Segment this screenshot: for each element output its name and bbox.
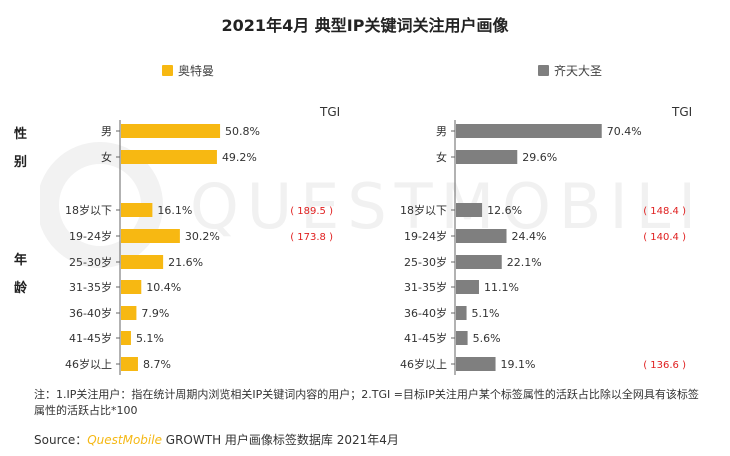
category-label: 19-24岁 <box>69 229 112 243</box>
value-label: 50.8% <box>225 125 260 138</box>
legend-left: 奥特曼 <box>162 62 214 79</box>
tgi-label: ( 148.4 ) <box>643 206 686 217</box>
value-label: 70.4% <box>607 125 642 138</box>
footnote: 注：1.IP关注用户：指在统计周期内浏览相关IP关键词内容的用户；2.TGI =… <box>34 388 699 417</box>
tgi-label: ( 140.4 ) <box>643 232 686 243</box>
value-label: 16.1% <box>157 204 192 217</box>
category-label: 25-30岁 <box>69 255 112 269</box>
value-label: 12.6% <box>487 204 522 217</box>
bar <box>456 357 496 371</box>
source-brand: QuestMobile <box>87 433 162 447</box>
chart-title: 2021年4月 典型IP关键词关注用户画像 <box>221 16 509 35</box>
category-label: 36-40岁 <box>404 306 447 320</box>
value-label: 24.4% <box>512 230 547 243</box>
category-label: 女 <box>101 150 112 164</box>
tgi-header-left: TGI <box>320 105 341 119</box>
bar <box>456 255 502 269</box>
bar <box>121 150 217 164</box>
tgi-label: ( 189.5 ) <box>290 206 333 217</box>
value-label: 7.9% <box>141 307 169 320</box>
category-label: 41-45岁 <box>404 331 447 345</box>
category-label: 31-35岁 <box>69 280 112 294</box>
bar <box>121 229 180 243</box>
value-label: 22.1% <box>507 256 542 269</box>
value-label: 11.1% <box>484 281 519 294</box>
category-label: 18岁以下 <box>400 203 447 217</box>
bar <box>121 203 153 217</box>
tgi-header-right: TGI <box>672 105 693 119</box>
category-label: 25-30岁 <box>404 255 447 269</box>
category-label: 男 <box>436 125 447 138</box>
bar <box>121 331 131 345</box>
legend-right: 齐天大圣 <box>538 62 602 79</box>
category-label: 19-24岁 <box>404 229 447 243</box>
tgi-label: ( 136.6 ) <box>643 360 686 371</box>
source-rest: GROWTH 用户画像标签数据库 2021年4月 <box>161 433 399 447</box>
value-label: 5.1% <box>472 307 500 320</box>
category-label: 31-35岁 <box>404 280 447 294</box>
category-label: 36-40岁 <box>69 306 112 320</box>
category-label: 18岁以下 <box>65 203 112 217</box>
bar <box>456 306 467 320</box>
source-line: Source：QuestMobile GROWTH 用户画像标签数据库 2021… <box>34 431 399 448</box>
value-label: 5.1% <box>136 332 164 345</box>
group-label-gender-1: 性 <box>14 127 28 142</box>
bar <box>456 331 468 345</box>
value-label: 10.4% <box>146 281 181 294</box>
group-label-age-1: 年 <box>14 253 28 268</box>
legend-swatch-left <box>162 65 173 76</box>
value-label: 29.6% <box>522 151 557 164</box>
bar <box>456 150 518 164</box>
category-label: 46岁以上 <box>65 357 112 371</box>
group-label-age-2: 龄 <box>14 281 28 296</box>
value-label: 8.7% <box>143 358 171 371</box>
legend-label-left: 奥特曼 <box>178 64 215 78</box>
category-label: 男 <box>101 125 112 138</box>
bar <box>456 124 602 138</box>
value-label: 19.1% <box>501 358 536 371</box>
legend-label-right: 齐天大圣 <box>554 64 603 78</box>
bar <box>121 280 142 294</box>
legend-swatch-right <box>538 65 549 76</box>
bar <box>121 357 138 371</box>
category-label: 41-45岁 <box>69 331 112 345</box>
bar <box>121 255 164 269</box>
category-label: 46岁以上 <box>400 357 447 371</box>
bar <box>456 280 479 294</box>
bar <box>121 306 137 320</box>
bar <box>456 203 483 217</box>
tgi-label: ( 173.8 ) <box>290 232 333 243</box>
value-label: 30.2% <box>185 230 220 243</box>
value-label: 49.2% <box>222 151 257 164</box>
category-label: 女 <box>436 150 447 164</box>
bar <box>121 124 221 138</box>
bar <box>456 229 507 243</box>
group-label-gender-2: 别 <box>14 155 28 170</box>
value-label: 21.6% <box>168 256 203 269</box>
source-prefix: Source： <box>34 433 88 447</box>
value-label: 5.6% <box>473 332 501 345</box>
